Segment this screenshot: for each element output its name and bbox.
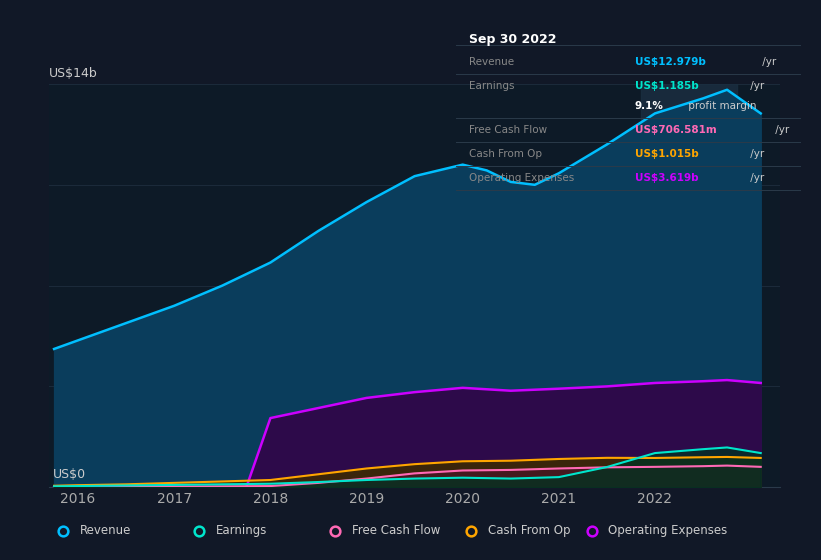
Text: profit margin: profit margin (685, 101, 756, 111)
Text: US$14b: US$14b (49, 67, 98, 80)
Text: US$706.581m: US$706.581m (635, 125, 717, 135)
Text: /yr: /yr (746, 81, 764, 91)
Text: Revenue: Revenue (470, 57, 515, 67)
Bar (640, 84, 736, 487)
Text: Sep 30 2022: Sep 30 2022 (470, 32, 557, 46)
Text: Free Cash Flow: Free Cash Flow (351, 524, 440, 537)
Text: Free Cash Flow: Free Cash Flow (470, 125, 548, 135)
Text: Cash From Op: Cash From Op (488, 524, 570, 537)
Text: /yr: /yr (746, 149, 764, 159)
Text: US$1.185b: US$1.185b (635, 81, 699, 91)
Text: /yr: /yr (772, 125, 789, 135)
Text: Revenue: Revenue (80, 524, 131, 537)
Text: 9.1%: 9.1% (635, 101, 664, 111)
Text: Earnings: Earnings (470, 81, 515, 91)
Text: US$1.015b: US$1.015b (635, 149, 699, 159)
Text: US$0: US$0 (53, 468, 86, 481)
Text: Operating Expenses: Operating Expenses (608, 524, 727, 537)
Text: Operating Expenses: Operating Expenses (470, 173, 575, 183)
Text: Earnings: Earnings (216, 524, 267, 537)
Text: /yr: /yr (746, 173, 764, 183)
Text: /yr: /yr (759, 57, 777, 67)
Text: US$3.619b: US$3.619b (635, 173, 699, 183)
Text: US$12.979b: US$12.979b (635, 57, 706, 67)
Text: Cash From Op: Cash From Op (470, 149, 543, 159)
